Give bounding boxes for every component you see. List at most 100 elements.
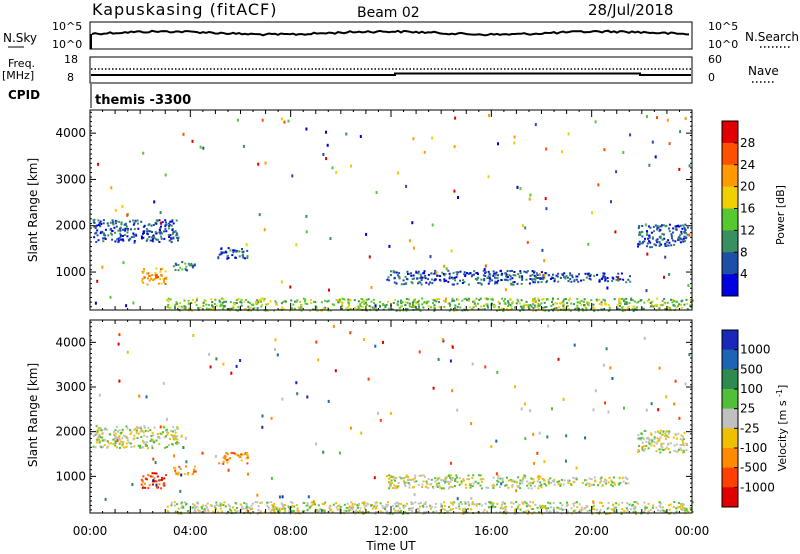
data-cell — [454, 307, 457, 309]
data-cell — [187, 472, 190, 474]
data-cell — [518, 503, 521, 506]
data-cell — [343, 503, 346, 506]
data-cell — [526, 270, 529, 272]
data-cell — [691, 510, 694, 513]
data-cell — [202, 304, 205, 307]
data-cell — [682, 449, 685, 452]
data-cell — [620, 512, 623, 515]
data-cell — [629, 275, 631, 278]
data-cell — [398, 306, 401, 309]
data-cell — [209, 365, 212, 369]
data-cell — [562, 300, 565, 303]
data-cell — [183, 299, 186, 302]
data-cell — [562, 305, 565, 308]
data-cell — [430, 483, 433, 485]
data-cell — [634, 510, 637, 513]
data-cell — [603, 148, 606, 152]
data-cell — [158, 443, 161, 446]
data-cell — [543, 482, 546, 485]
data-cell — [539, 475, 542, 478]
data-cell — [547, 507, 550, 510]
data-cell — [159, 232, 162, 235]
data-cell — [99, 436, 102, 439]
data-cell — [537, 281, 540, 284]
data-cell — [548, 510, 551, 513]
data-cell — [586, 510, 589, 513]
data-cell — [604, 278, 607, 281]
data-cell — [660, 445, 663, 448]
data-cell — [499, 477, 502, 480]
colorbar-tick-label: -1000 — [740, 480, 775, 494]
data-cell — [172, 231, 175, 234]
data-cell — [668, 451, 671, 454]
data-cell — [470, 275, 473, 278]
data-cell — [673, 512, 676, 515]
data-cell — [649, 246, 652, 249]
data-cell — [345, 506, 348, 509]
data-cell — [664, 255, 667, 259]
data-cell — [417, 299, 420, 302]
data-cell — [607, 280, 609, 283]
data-cell — [408, 483, 411, 486]
data-cell — [625, 301, 628, 304]
data-cell — [532, 281, 535, 284]
data-cell — [411, 306, 413, 308]
data-cell — [412, 246, 415, 250]
data-cell — [501, 503, 503, 506]
data-cell — [567, 308, 570, 310]
data-cell — [681, 451, 684, 454]
data-cell — [122, 434, 125, 437]
data-cell — [640, 511, 643, 514]
data-cell — [407, 273, 409, 275]
data-cell — [543, 276, 546, 279]
data-cell — [247, 509, 250, 513]
data-cell — [182, 306, 185, 309]
data-cell — [488, 113, 490, 117]
data-cell — [545, 484, 548, 487]
data-cell — [176, 302, 179, 305]
data-cell — [147, 224, 150, 227]
data-cell — [570, 483, 573, 486]
data-cell — [267, 501, 270, 504]
data-cell — [452, 501, 454, 504]
data-cell — [682, 224, 685, 227]
data-cell — [633, 300, 636, 303]
data-cell — [559, 302, 562, 305]
data-cell — [662, 233, 665, 236]
data-cell — [398, 272, 401, 275]
data-cell — [261, 501, 264, 504]
data-cell — [223, 501, 226, 504]
data-cell — [509, 303, 512, 306]
data-cell — [590, 484, 593, 487]
ytick-label: 4000 — [55, 126, 86, 140]
data-cell — [630, 297, 633, 300]
data-cell — [411, 502, 414, 505]
data-cell — [539, 277, 541, 280]
data-cell — [601, 484, 604, 487]
data-cell — [675, 450, 678, 453]
data-cell — [281, 495, 284, 499]
data-cell — [629, 133, 632, 137]
data-cell — [566, 503, 569, 506]
data-cell — [600, 301, 603, 304]
data-cell — [528, 197, 531, 201]
data-cell — [174, 269, 177, 271]
data-cell — [643, 445, 645, 448]
data-cell — [152, 237, 154, 240]
data-cell — [657, 408, 660, 412]
data-cell — [94, 301, 97, 305]
data-cell — [629, 280, 632, 283]
data-cell — [404, 504, 407, 507]
data-cell — [564, 298, 567, 300]
data-cell — [327, 299, 330, 302]
data-cell — [592, 303, 595, 306]
data-cell — [121, 431, 124, 434]
data-cell — [456, 476, 458, 479]
colorbar-tick-label: 12 — [740, 223, 755, 237]
data-cell — [223, 251, 226, 254]
data-cell — [658, 501, 661, 504]
data-cell — [332, 324, 335, 328]
data-cell — [448, 505, 450, 508]
data-cell — [654, 224, 657, 227]
data-cell — [186, 269, 189, 272]
